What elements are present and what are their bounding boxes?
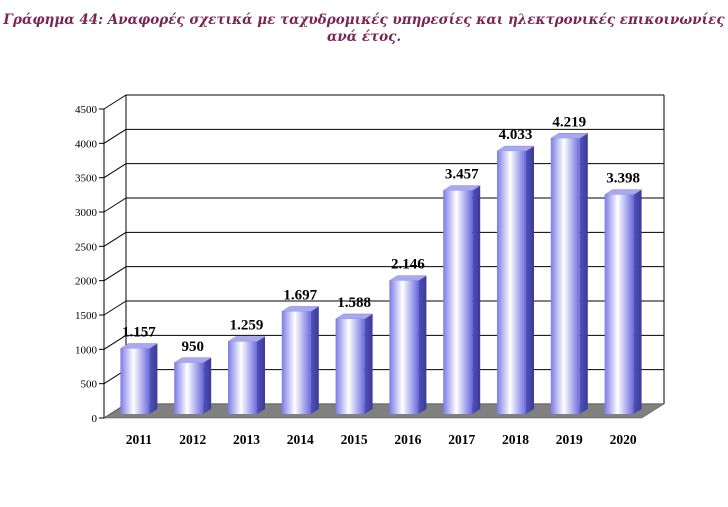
y-tick-label: 2000: [75, 276, 98, 288]
bar-2020: [603, 189, 643, 414]
x-tick-label: 2011: [126, 432, 153, 447]
bar-front: [228, 341, 257, 414]
bar-side: [633, 189, 642, 414]
bar-side: [149, 343, 158, 414]
y-tick-label: 500: [81, 379, 98, 391]
y-tick-label: 2500: [75, 241, 98, 253]
x-tick-label: 2017: [448, 432, 475, 447]
gridline-diagonal: [103, 231, 127, 247]
chart-title-line-1: Γράφημα 44: Αναφορές σχετικά με ταχυδρομ…: [3, 12, 725, 28]
chart-title-line-2: ανά έτος.: [326, 29, 402, 45]
gridline-diagonal: [103, 197, 127, 213]
y-tick-label: 1000: [75, 344, 98, 356]
gridline-diagonal: [103, 128, 127, 144]
bar-front: [604, 194, 634, 414]
bar-front: [120, 348, 150, 414]
y-tick-label: 3000: [75, 207, 98, 219]
bar-side: [472, 185, 481, 414]
bar-layer: [119, 133, 643, 415]
bar-side: [418, 275, 427, 414]
bar-2016: [388, 275, 428, 414]
bar-2013: [227, 336, 266, 414]
gridline-diagonal: [103, 300, 127, 316]
data-label: 1.157: [122, 325, 156, 341]
chart-title: Γράφημα 44: Αναφορές σχετικά με ταχυδρομ…: [0, 12, 728, 46]
y-tick-label: 1500: [75, 310, 98, 322]
gridline-diagonal: [103, 334, 127, 350]
x-tick-label: 2020: [610, 432, 637, 447]
bar-front: [174, 362, 204, 414]
bar-side: [203, 357, 212, 414]
label-layer: 0 500 1000 1500 2000 2500 3000 3500 4000 4500 1.15…: [75, 104, 640, 447]
y-tick-label: 0: [92, 413, 98, 425]
gridline-diagonal: [103, 163, 127, 179]
x-tick-label: 2014: [287, 432, 314, 447]
data-label: 2.146: [391, 257, 425, 273]
y-tick-label: 4000: [75, 138, 98, 150]
bar-side: [310, 306, 319, 414]
y-tick-label: 3500: [75, 173, 98, 185]
bar-front: [497, 151, 526, 415]
bar-side: [526, 146, 534, 415]
bar-side: [257, 336, 265, 414]
y-tick-label: 4500: [75, 104, 98, 116]
data-label: 1.259: [230, 318, 264, 334]
bar-2017: [442, 185, 482, 414]
bar-2014: [280, 306, 320, 414]
bar-side: [364, 313, 373, 414]
data-label: 950: [181, 339, 204, 355]
x-tick-label: 2019: [556, 432, 583, 447]
bar-2012: [173, 357, 213, 414]
data-label: 4.033: [499, 127, 533, 143]
x-tick-label: 2016: [394, 432, 421, 447]
bar-front: [335, 318, 365, 414]
bar-2018: [496, 145, 535, 415]
x-tick-label: 2012: [179, 432, 206, 447]
bar-2011: [119, 343, 159, 414]
data-label: 1.588: [337, 295, 371, 311]
bar-front: [443, 190, 473, 414]
bar-front: [550, 138, 580, 414]
bar-front: [281, 311, 311, 414]
x-tick-label: 2018: [502, 432, 529, 447]
x-tick-label: 2013: [233, 432, 260, 447]
bar-front: [389, 280, 419, 414]
data-label: 3.398: [606, 171, 640, 187]
data-label: 1.697: [283, 287, 317, 303]
data-label: 4.219: [552, 114, 586, 130]
gridline-diagonal: [103, 266, 127, 282]
x-tick-label: 2015: [341, 432, 368, 447]
bar-2019: [549, 133, 589, 414]
data-label: 3.457: [445, 167, 479, 183]
bar-2015: [334, 313, 374, 414]
gridline-diagonal: [103, 94, 127, 110]
bar-side: [579, 133, 588, 414]
